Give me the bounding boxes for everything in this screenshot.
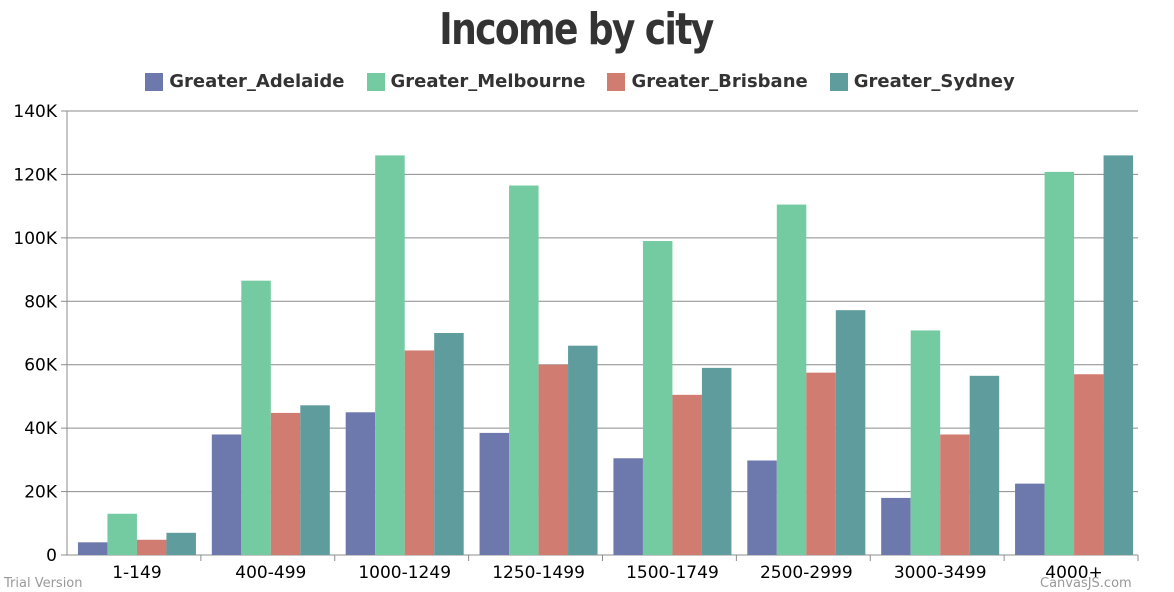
y-tick-label: 80K: [24, 292, 58, 312]
y-tick-label: 120K: [13, 165, 57, 185]
legend-swatch: [607, 73, 626, 91]
x-category-label: 3000-3499: [894, 563, 987, 583]
bar-greater-sydney-4000+[interactable]: [1103, 155, 1134, 555]
bar-greater-adelaide-4000+[interactable]: [1015, 483, 1045, 555]
legend-label: Greater_Melbourne: [390, 71, 586, 92]
x-category-label: 4000+: [1045, 563, 1103, 583]
y-tick-label: 0: [46, 546, 57, 566]
y-tick-label: 140K: [13, 102, 57, 122]
bar-greater-brisbane-1250-1499[interactable]: [538, 364, 569, 555]
watermark-trial-version: Trial Version: [4, 576, 83, 591]
x-category-label: 1250-1499: [492, 563, 585, 583]
bar-greater-brisbane-4000+[interactable]: [1074, 374, 1104, 555]
legend-item-greater-adelaide[interactable]: Greater_Adelaide: [145, 70, 345, 94]
legend-swatch: [829, 73, 848, 91]
watermark-canvasjs: CanvasJS.com: [1040, 576, 1132, 591]
y-tick-label: 40K: [24, 419, 58, 439]
bar-greater-sydney-1250-1499[interactable]: [568, 345, 598, 555]
bar-greater-sydney-1000-1249[interactable]: [434, 333, 464, 555]
bar-greater-melbourne-400-499[interactable]: [241, 280, 271, 555]
bar-greater-melbourne-4000+[interactable]: [1044, 171, 1075, 556]
bar-greater-brisbane-400-499[interactable]: [270, 412, 301, 555]
bar-greater-brisbane-1-149[interactable]: [136, 539, 167, 555]
x-category-label: 1000-1249: [358, 563, 451, 583]
legend-item-greater-brisbane[interactable]: Greater_Brisbane: [607, 70, 808, 94]
bar-greater-sydney-2500-2999[interactable]: [835, 310, 866, 555]
bar-greater-sydney-1500-1749[interactable]: [701, 367, 732, 555]
x-category-label: 400-499: [235, 563, 306, 583]
bar-greater-adelaide-2500-2999[interactable]: [747, 460, 777, 555]
bar-greater-adelaide-1500-1749[interactable]: [613, 458, 643, 555]
bar-greater-sydney-3000-3499[interactable]: [969, 375, 1000, 555]
x-category-label: 1500-1749: [626, 563, 719, 583]
bar-greater-melbourne-1000-1249[interactable]: [375, 155, 405, 555]
bar-greater-sydney-400-499[interactable]: [300, 405, 330, 555]
bar-greater-sydney-1-149[interactable]: [166, 532, 196, 555]
legend: Greater_Adelaide Greater_Melbourne Greater…: [0, 70, 1160, 94]
bar-greater-melbourne-2500-2999[interactable]: [776, 204, 807, 556]
bar-greater-melbourne-1-149[interactable]: [107, 513, 137, 555]
bar-greater-adelaide-1250-1499[interactable]: [479, 432, 510, 555]
legend-label: Greater_Adelaide: [169, 71, 345, 92]
x-category-label: 2500-2999: [760, 563, 853, 583]
bar-greater-brisbane-1000-1249[interactable]: [404, 350, 435, 555]
legend-label: Greater_Brisbane: [631, 71, 808, 92]
legend-swatch: [145, 73, 164, 91]
legend-label: Greater_Sydney: [853, 71, 1015, 92]
bar-greater-melbourne-1250-1499[interactable]: [509, 185, 539, 555]
y-tick-label: 100K: [13, 229, 57, 249]
bar-greater-melbourne-1500-1749[interactable]: [642, 241, 673, 555]
bar-greater-adelaide-1-149[interactable]: [77, 542, 108, 555]
x-category-label: 1-149: [112, 563, 161, 583]
bar-greater-adelaide-3000-3499[interactable]: [881, 497, 911, 555]
bar-greater-brisbane-2500-2999[interactable]: [806, 372, 836, 555]
chart-title: Income by city: [439, 4, 714, 55]
legend-item-greater-sydney[interactable]: Greater_Sydney: [829, 70, 1015, 94]
y-tick-label: 20K: [24, 483, 58, 503]
bar-greater-melbourne-3000-3499[interactable]: [910, 330, 941, 555]
bar-greater-brisbane-1500-1749[interactable]: [672, 394, 702, 555]
bar-greater-brisbane-3000-3499[interactable]: [940, 434, 970, 555]
y-tick-label: 60K: [24, 356, 58, 376]
bar-greater-adelaide-1000-1249[interactable]: [345, 412, 376, 555]
bar-greater-adelaide-400-499[interactable]: [211, 434, 242, 555]
legend-item-greater-melbourne[interactable]: Greater_Melbourne: [366, 70, 586, 94]
legend-swatch: [366, 73, 385, 91]
